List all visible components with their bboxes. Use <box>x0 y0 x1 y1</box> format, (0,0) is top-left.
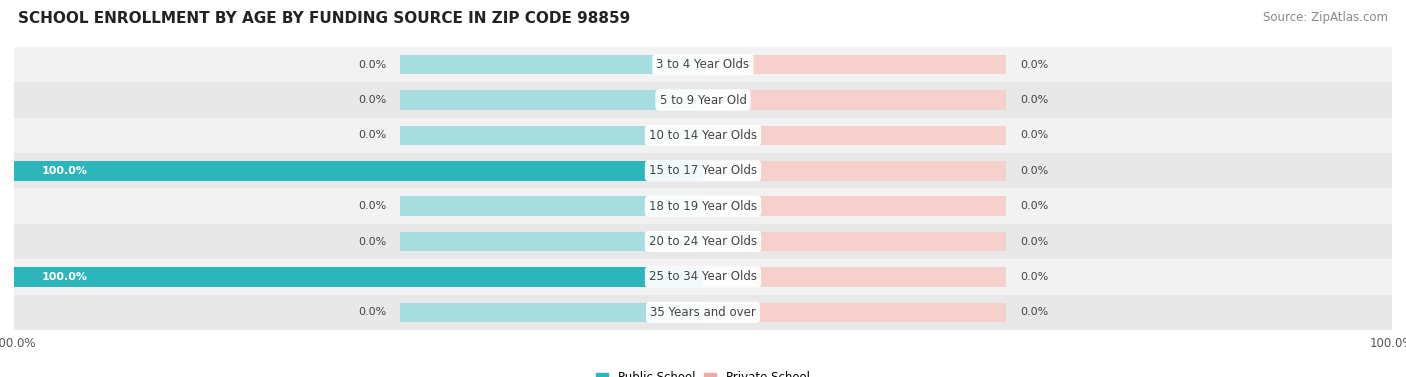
Bar <box>703 267 1007 287</box>
Text: 20 to 24 Year Olds: 20 to 24 Year Olds <box>650 235 756 248</box>
Text: 15 to 17 Year Olds: 15 to 17 Year Olds <box>650 164 756 177</box>
Bar <box>14 83 1392 118</box>
Bar <box>399 161 703 181</box>
Text: 0.0%: 0.0% <box>359 201 387 211</box>
Bar <box>14 224 1392 259</box>
Bar <box>703 161 1007 181</box>
Text: 100.0%: 100.0% <box>42 272 87 282</box>
Bar <box>14 188 1392 224</box>
Text: 0.0%: 0.0% <box>359 130 387 141</box>
Text: 18 to 19 Year Olds: 18 to 19 Year Olds <box>650 200 756 213</box>
Bar <box>14 47 1392 83</box>
Text: 0.0%: 0.0% <box>359 95 387 105</box>
Text: SCHOOL ENROLLMENT BY AGE BY FUNDING SOURCE IN ZIP CODE 98859: SCHOOL ENROLLMENT BY AGE BY FUNDING SOUR… <box>18 11 630 26</box>
Legend: Public School, Private School: Public School, Private School <box>592 366 814 377</box>
Bar <box>703 232 1007 251</box>
Text: 0.0%: 0.0% <box>1019 60 1047 70</box>
Text: 25 to 34 Year Olds: 25 to 34 Year Olds <box>650 270 756 284</box>
Text: 35 Years and over: 35 Years and over <box>650 306 756 319</box>
Text: 0.0%: 0.0% <box>1019 272 1047 282</box>
Bar <box>399 303 703 322</box>
Text: 3 to 4 Year Olds: 3 to 4 Year Olds <box>657 58 749 71</box>
Bar <box>14 161 703 181</box>
Text: 0.0%: 0.0% <box>359 236 387 247</box>
Bar <box>703 303 1007 322</box>
Text: 0.0%: 0.0% <box>1019 95 1047 105</box>
Text: 5 to 9 Year Old: 5 to 9 Year Old <box>659 93 747 107</box>
Bar <box>14 267 703 287</box>
Text: 0.0%: 0.0% <box>1019 201 1047 211</box>
Bar <box>399 90 703 110</box>
Bar <box>703 196 1007 216</box>
Text: Source: ZipAtlas.com: Source: ZipAtlas.com <box>1263 11 1388 24</box>
Text: 0.0%: 0.0% <box>359 307 387 317</box>
Text: 0.0%: 0.0% <box>1019 307 1047 317</box>
Bar <box>399 196 703 216</box>
Bar <box>399 55 703 74</box>
Bar <box>14 118 1392 153</box>
Text: 0.0%: 0.0% <box>1019 236 1047 247</box>
Bar <box>703 55 1007 74</box>
Bar <box>14 259 1392 294</box>
Text: 0.0%: 0.0% <box>359 60 387 70</box>
Text: 0.0%: 0.0% <box>1019 130 1047 141</box>
Text: 0.0%: 0.0% <box>1019 166 1047 176</box>
Text: 100.0%: 100.0% <box>42 166 87 176</box>
Bar <box>703 90 1007 110</box>
Bar <box>399 126 703 145</box>
Bar <box>14 294 1392 330</box>
Bar <box>399 267 703 287</box>
Bar <box>14 153 1392 188</box>
Bar <box>703 126 1007 145</box>
Text: 10 to 14 Year Olds: 10 to 14 Year Olds <box>650 129 756 142</box>
Bar <box>399 232 703 251</box>
